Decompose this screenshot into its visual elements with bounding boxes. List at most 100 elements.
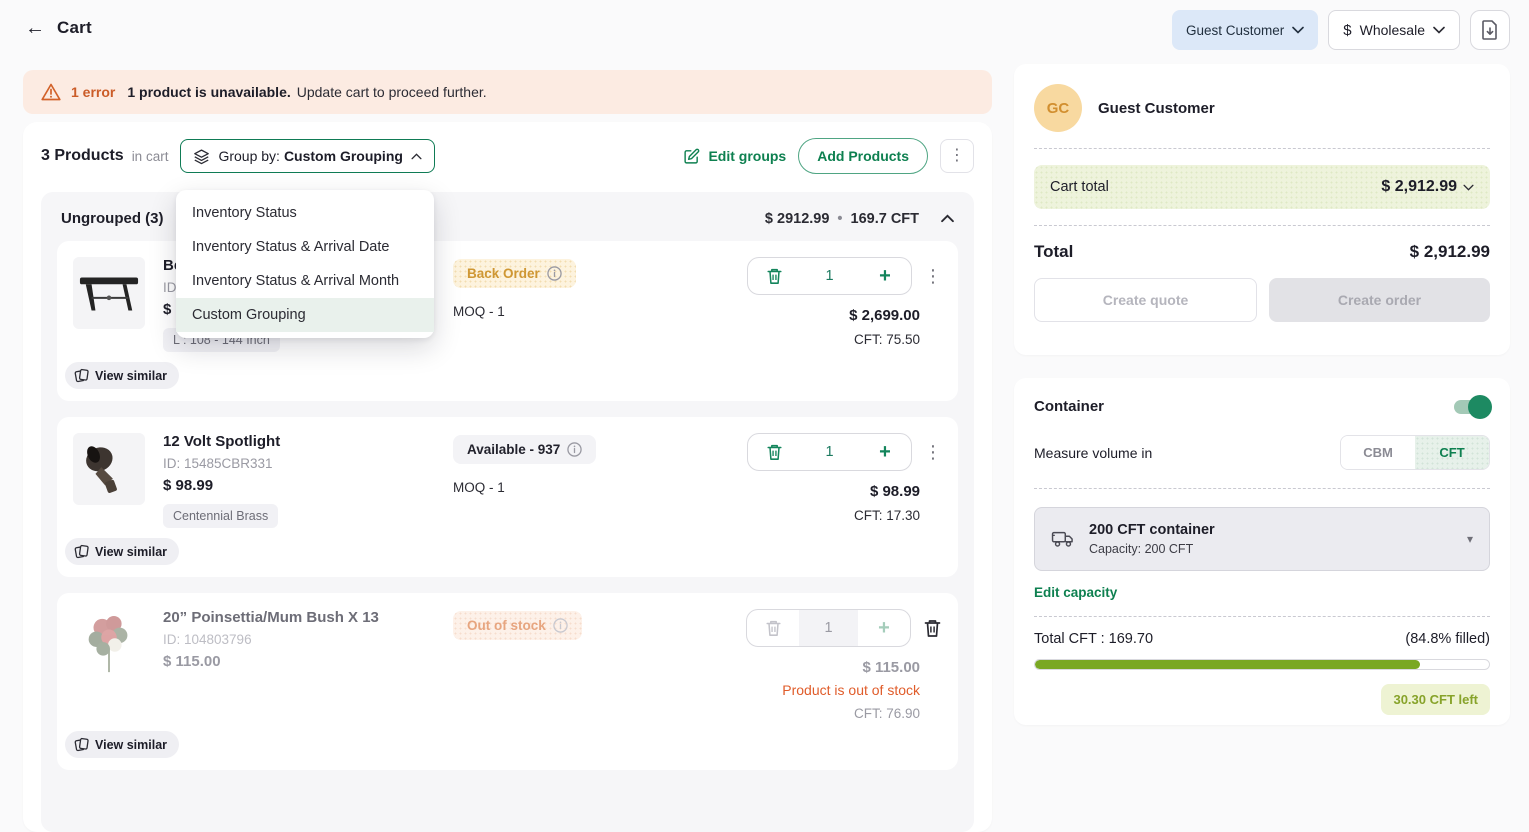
stock-badge-out-of-stock: Out of stock: [453, 611, 582, 640]
quantity-value: 1: [799, 610, 858, 646]
export-cart-button[interactable]: [1470, 10, 1510, 50]
row-more-actions-button[interactable]: ⋮: [924, 266, 942, 286]
info-icon[interactable]: [547, 266, 562, 281]
total-label: Total: [1034, 242, 1074, 261]
error-count: 1 error: [71, 84, 116, 100]
avatar: GC: [1034, 84, 1082, 132]
filled-percentage-label: (84.8% filled): [1405, 631, 1490, 647]
order-summary-card: GC Guest Customer Cart total $ 2,912.99 …: [1014, 64, 1510, 355]
view-similar-button[interactable]: View similar: [65, 538, 180, 565]
view-similar-button[interactable]: View similar: [65, 362, 180, 389]
price-list-label: Wholesale: [1359, 22, 1425, 38]
product-id: ID: 15485CBR331: [163, 456, 273, 471]
line-cft: CFT: 75.50: [853, 332, 920, 347]
product-unit-price: $ 98.99: [163, 477, 214, 494]
kebab-icon: ⋮: [949, 147, 965, 164]
chevron-down-icon: [1292, 26, 1305, 34]
cart-total-value: $ 2,912.99: [1381, 178, 1457, 195]
edit-capacity-link[interactable]: Edit capacity: [1034, 585, 1118, 600]
file-download-icon: [1481, 20, 1499, 40]
customer-selector[interactable]: Guest Customer: [1171, 10, 1319, 50]
truck-icon: [1051, 529, 1075, 549]
measure-volume-label: Measure volume in: [1034, 444, 1153, 461]
delete-item-button[interactable]: [923, 618, 942, 638]
edit-groups-label: Edit groups: [708, 148, 787, 164]
cart-toolbar: 3 Products in cart Group by: Custom Grou…: [23, 122, 992, 188]
chevron-down-icon: [1463, 184, 1474, 191]
unit-segmented-control: CBM CFT: [1340, 435, 1490, 470]
customer-name: Guest Customer: [1098, 99, 1215, 117]
add-products-button[interactable]: Add Products: [798, 138, 928, 174]
increase-quantity-button[interactable]: +: [879, 265, 891, 287]
layers-icon: [193, 148, 210, 165]
increase-quantity-button-disabled: +: [878, 617, 890, 639]
cart-total-row[interactable]: Cart total $ 2,912.99: [1034, 165, 1490, 209]
product-title: 20” Poinsettia/Mum Bush X 13: [163, 609, 379, 626]
cart-more-actions-button[interactable]: ⋮: [940, 139, 974, 173]
increase-quantity-button[interactable]: +: [879, 441, 891, 463]
product-image: [73, 257, 145, 329]
unit-option-cft[interactable]: CFT: [1415, 436, 1489, 469]
product-variant-tag: Centennial Brass: [163, 504, 279, 528]
menu-item-inventory-status-arrival-date[interactable]: Inventory Status & Arrival Date: [192, 239, 390, 255]
container-card: Container Measure volume in CBM CFT 200 …: [1014, 378, 1510, 725]
back-arrow-icon[interactable]: ←: [25, 17, 45, 39]
product-id: ID: [163, 280, 177, 295]
quantity-stepper: 1 +: [747, 433, 912, 471]
container-toggle[interactable]: [1454, 394, 1492, 419]
product-image: [73, 433, 145, 505]
menu-item-custom-grouping[interactable]: Custom Grouping: [176, 298, 434, 332]
info-icon[interactable]: [553, 618, 568, 633]
dollar-icon: $: [1343, 21, 1352, 39]
product-row-poinsettia: 20” Poinsettia/Mum Bush X 13 ID: 1048037…: [57, 593, 958, 770]
remove-item-button-disabled: [747, 610, 799, 646]
products-count: 3 Products: [41, 147, 124, 164]
container-title: Container: [1034, 398, 1105, 415]
moq-label: MOQ - 1: [453, 480, 505, 495]
row-more-actions-button[interactable]: ⋮: [924, 442, 942, 462]
group-header: Ungrouped (3) $ 2912.99 • 169.7 CFT: [57, 208, 958, 241]
view-similar-button[interactable]: View similar: [65, 731, 180, 758]
edit-pencil-icon: [683, 148, 700, 165]
capacity-progress-bar: [1034, 659, 1490, 670]
customer-selector-label: Guest Customer: [1185, 22, 1285, 38]
warning-triangle-icon: [41, 83, 61, 101]
cft-left-badge: 30.30 CFT left: [1381, 684, 1490, 715]
group-title: Ungrouped (3): [61, 210, 164, 227]
view-similar-label: View similar: [95, 368, 168, 383]
unit-option-cbm[interactable]: CBM: [1341, 436, 1415, 469]
top-bar: ← Cart Guest Customer $ Wholesale: [0, 0, 1529, 62]
quantity-value[interactable]: 1: [825, 268, 834, 284]
group-by-menu: Inventory Status Inventory Status & Arri…: [176, 190, 434, 338]
chevron-down-icon: [1433, 26, 1445, 34]
create-quote-button[interactable]: Create quote: [1034, 278, 1257, 322]
remove-item-button[interactable]: [748, 434, 800, 470]
menu-item-inventory-status-arrival-month[interactable]: Inventory Status & Arrival Month: [192, 273, 400, 289]
line-total: $ 2,699.00: [849, 307, 920, 324]
error-banner: 1 error 1 product is unavailable. Update…: [23, 70, 992, 114]
group-total-cft: 169.7 CFT: [850, 210, 920, 227]
create-order-button[interactable]: Create order: [1269, 278, 1490, 322]
container-progress-fill: [1035, 660, 1420, 669]
error-message-bold: 1 product is unavailable.: [127, 84, 291, 100]
remove-item-button[interactable]: [748, 258, 800, 294]
info-icon[interactable]: [567, 442, 583, 457]
edit-groups-button[interactable]: Edit groups: [683, 148, 786, 165]
product-image: [73, 609, 145, 681]
menu-item-inventory-status[interactable]: Inventory Status: [192, 205, 297, 221]
group-by-dropdown[interactable]: Group by: Custom Grouping: [180, 139, 435, 173]
product-title: 12 Volt Spotlight: [163, 433, 281, 450]
container-selector[interactable]: 200 CFT container Capacity: 200 CFT ▾: [1034, 507, 1490, 571]
product-row-spotlight: 12 Volt Spotlight ID: 15485CBR331 $ 98.9…: [57, 417, 958, 577]
product-unit-price: $ 115.00: [163, 653, 221, 670]
collapse-group-button[interactable]: [941, 214, 954, 223]
line-cft: CFT: 76.90: [853, 706, 920, 721]
price-list-selector[interactable]: $ Wholesale: [1328, 10, 1460, 50]
quantity-value[interactable]: 1: [825, 444, 834, 460]
total-cft-label: Total CFT : 169.70: [1034, 631, 1154, 647]
line-total: $ 115.00: [862, 659, 920, 676]
products-count-suffix: in cart: [131, 148, 169, 164]
stock-badge-available: Available - 937: [453, 435, 597, 464]
chevron-up-icon: [411, 152, 422, 160]
group-by-prefix: Group by:: [218, 148, 280, 164]
